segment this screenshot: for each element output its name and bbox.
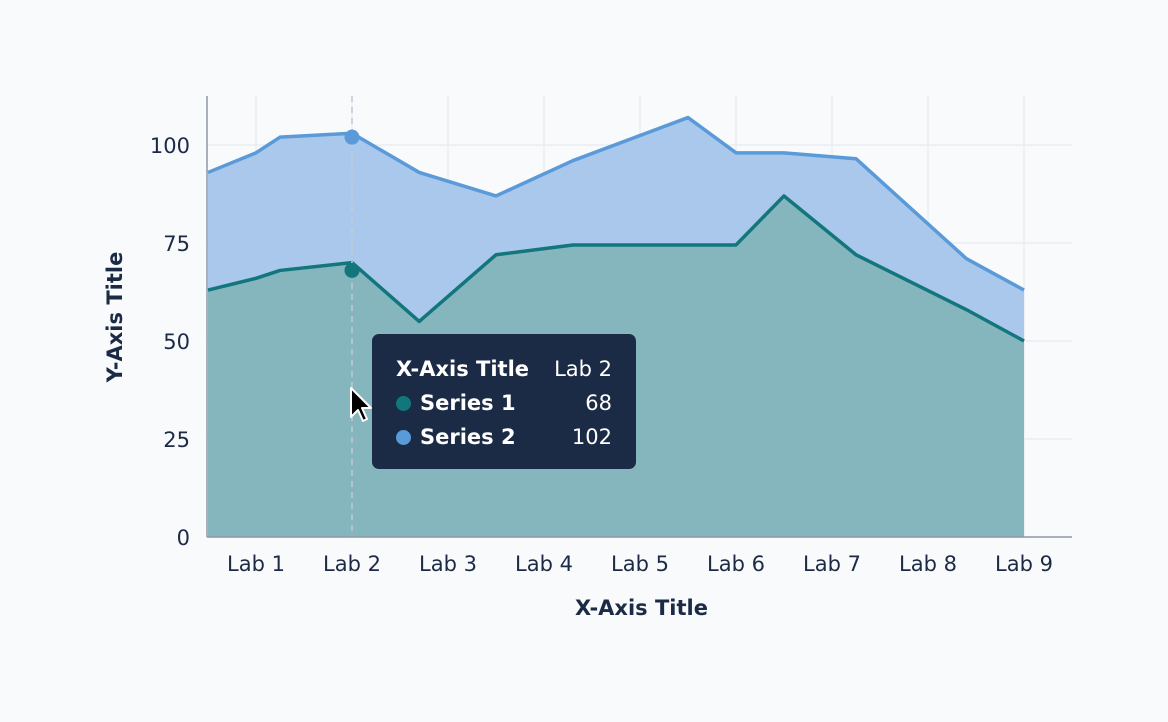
tooltip-row-series-1: Series 1 68 <box>396 386 612 420</box>
y-tick-label: 75 <box>163 232 190 256</box>
series-2-swatch-icon <box>396 429 411 445</box>
tooltip-header-value: Lab 2 <box>554 357 612 381</box>
y-tick-labels: 0 25 50 75 100 <box>150 134 190 550</box>
x-tick-label: Lab 6 <box>707 552 765 576</box>
x-tick-label: Lab 7 <box>803 552 861 576</box>
tooltip-header: X-Axis Title Lab 2 <box>396 352 612 386</box>
x-axis-title: X-Axis Title <box>575 596 708 620</box>
series-areas <box>208 117 1024 537</box>
mouse-pointer-icon <box>350 387 372 422</box>
hover-markers <box>344 129 360 278</box>
x-tick-label: Lab 8 <box>899 552 957 576</box>
axes <box>206 96 1072 538</box>
tooltip-row-series-2: Series 2 102 <box>396 420 612 454</box>
x-tick-labels: Lab 1 Lab 2 Lab 3 Lab 4 Lab 5 Lab 6 Lab 7 Lab 8… <box>227 552 1053 576</box>
series-2-line <box>207 115 1025 292</box>
y-tick-label: 0 <box>177 526 190 550</box>
series-lines <box>207 115 1025 343</box>
series-2-hover-point <box>344 129 360 145</box>
tooltip-series-value: 102 <box>571 425 612 449</box>
chart-tooltip: X-Axis Title Lab 2 Series 1 68 Series 2 … <box>372 334 636 469</box>
tooltip-series-label: Series 2 <box>420 425 516 449</box>
x-tick-label: Lab 5 <box>611 552 669 576</box>
tooltip-header-label: X-Axis Title <box>396 357 530 381</box>
x-tick-label: Lab 1 <box>227 552 285 576</box>
tooltip-series-label: Series 1 <box>420 391 516 415</box>
y-tick-label: 50 <box>163 330 190 354</box>
y-axis-title: Y-Axis Title <box>103 252 127 384</box>
tooltip-series-value: 68 <box>585 391 612 415</box>
x-tick-label: Lab 9 <box>995 552 1053 576</box>
y-tick-label: 100 <box>150 134 190 158</box>
series-1-swatch-icon <box>396 395 411 411</box>
series-1-hover-point <box>344 262 360 278</box>
x-tick-label: Lab 2 <box>323 552 381 576</box>
y-tick-label: 25 <box>163 428 190 452</box>
x-tick-label: Lab 3 <box>419 552 477 576</box>
x-tick-label: Lab 4 <box>515 552 573 576</box>
series-1-line <box>207 194 1025 343</box>
